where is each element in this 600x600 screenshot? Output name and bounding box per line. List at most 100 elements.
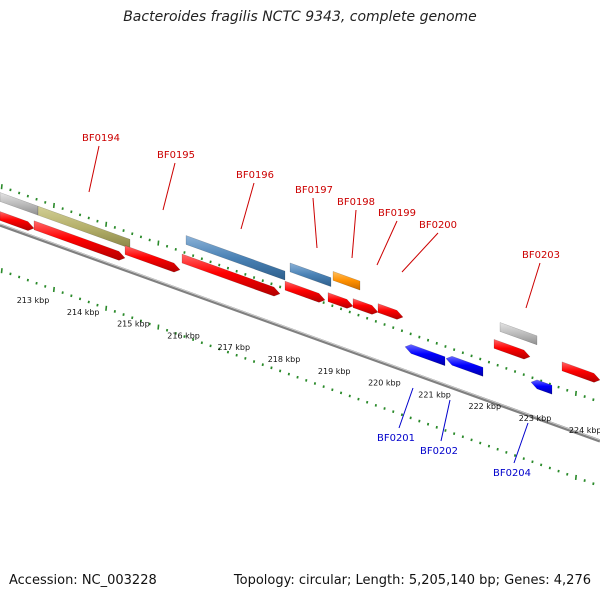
- lower-tick: [200, 341, 203, 345]
- lower-tick: [435, 425, 438, 429]
- label-leader-bf0200: [401, 232, 439, 273]
- lower-tick: [44, 284, 47, 288]
- lower-tick: [574, 474, 577, 481]
- tick-label: 216 kbp: [167, 331, 200, 340]
- upper-tick: [383, 323, 386, 326]
- lower-tick: [78, 297, 82, 301]
- lower-tick: [35, 281, 38, 285]
- upper-tick: [87, 216, 90, 220]
- label-leader-lines: [88, 145, 541, 464]
- feature-gray: [499, 322, 538, 346]
- lower-tick: [26, 278, 29, 282]
- lower-tick: [157, 324, 160, 330]
- upper-tick: [44, 200, 47, 204]
- lower-tick-track: [0, 268, 595, 486]
- upper-tick: [0, 184, 3, 190]
- lower-tick: [296, 375, 299, 379]
- upper-tick: [96, 219, 99, 223]
- upper-tick: [348, 310, 351, 314]
- upper-tick: [574, 390, 577, 397]
- upper-tick: [418, 335, 421, 339]
- lower-tick: [322, 385, 325, 388]
- upper-tick: [566, 388, 569, 392]
- lower-tick: [426, 422, 430, 426]
- lower-tick: [357, 397, 360, 401]
- tick-label: 223 kbp: [519, 414, 552, 423]
- lower-tick: [52, 286, 55, 293]
- label-leader-bf0194: [88, 145, 100, 193]
- lower-tick: [566, 472, 569, 476]
- upper-tick: [9, 188, 12, 192]
- lower-tick: [453, 432, 456, 435]
- map-title: Bacteroides fragilis NCTC 9343, complete…: [123, 9, 477, 25]
- upper-tick: [165, 244, 169, 248]
- feature-gray: [0, 192, 39, 216]
- lower-tick: [409, 416, 412, 420]
- gene-forward: [561, 361, 600, 383]
- lower-tick: [592, 482, 595, 486]
- lower-tick: [252, 360, 256, 363]
- gene-forward: [352, 298, 379, 315]
- upper-tick: [209, 260, 212, 264]
- feature-steelblue: [289, 262, 332, 288]
- upper-tick: [183, 251, 186, 254]
- lower-tick: [313, 382, 317, 385]
- tick-label: 214 kbp: [67, 308, 100, 317]
- label-leader-bf0201: [398, 387, 414, 429]
- upper-tick: [52, 202, 55, 209]
- upper-tick: [18, 191, 21, 195]
- upper-tick: [270, 282, 273, 286]
- upper-tick: [400, 329, 404, 333]
- lower-tick: [165, 328, 169, 332]
- gene-reverse: [530, 379, 553, 395]
- label-leader-bf0195: [162, 162, 176, 211]
- label-leader-bf0204: [513, 422, 529, 464]
- lower-tick: [244, 357, 247, 360]
- lower-tick: [331, 388, 334, 392]
- lower-tick: [261, 363, 264, 367]
- lower-tick: [174, 331, 177, 335]
- lower-tick: [513, 454, 517, 457]
- gene-label-bf0204: BF0204: [493, 468, 531, 479]
- upper-tick: [261, 279, 264, 283]
- gene-forward: [377, 303, 404, 320]
- tick-label: 221 kbp: [418, 390, 451, 399]
- upper-tick: [26, 194, 29, 198]
- lower-tick: [505, 450, 508, 454]
- lower-tick: [418, 419, 421, 423]
- upper-tick: [522, 373, 525, 377]
- upper-tick: [392, 326, 395, 330]
- upper-tick: [61, 207, 64, 211]
- gene-forward: [124, 245, 181, 273]
- gene-forward: [0, 211, 35, 231]
- label-leader-bf0198: [351, 209, 357, 259]
- accession-text: Accession: NC_003228: [9, 573, 157, 588]
- lower-tick: [444, 429, 447, 432]
- gene-forward: [327, 292, 354, 309]
- lower-tick: [548, 466, 551, 470]
- upper-tick: [70, 210, 73, 214]
- lower-tick: [235, 353, 238, 357]
- gene-label-bf0202: BF0202: [420, 446, 458, 457]
- lower-tick: [287, 372, 290, 376]
- upper-tick: [105, 221, 108, 227]
- lower-tick: [279, 369, 282, 373]
- lower-tick: [192, 338, 195, 342]
- lower-tick: [348, 394, 351, 398]
- upper-tick: [113, 226, 116, 229]
- gene-forward: [33, 220, 126, 261]
- gene-reverse: [445, 355, 484, 377]
- label-leader-bf0202: [440, 399, 451, 442]
- upper-tick: [531, 376, 534, 380]
- feature-track: [0, 192, 600, 395]
- upper-tick: [235, 269, 238, 273]
- gene-label-bf0200: BF0200: [419, 220, 457, 231]
- upper-tick: [426, 338, 430, 342]
- upper-tick: [174, 247, 177, 251]
- upper-tick: [279, 285, 282, 289]
- upper-tick: [592, 398, 595, 402]
- lower-tick: [374, 404, 377, 407]
- upper-tick: [331, 304, 334, 308]
- gene-label-bf0199: BF0199: [378, 208, 416, 219]
